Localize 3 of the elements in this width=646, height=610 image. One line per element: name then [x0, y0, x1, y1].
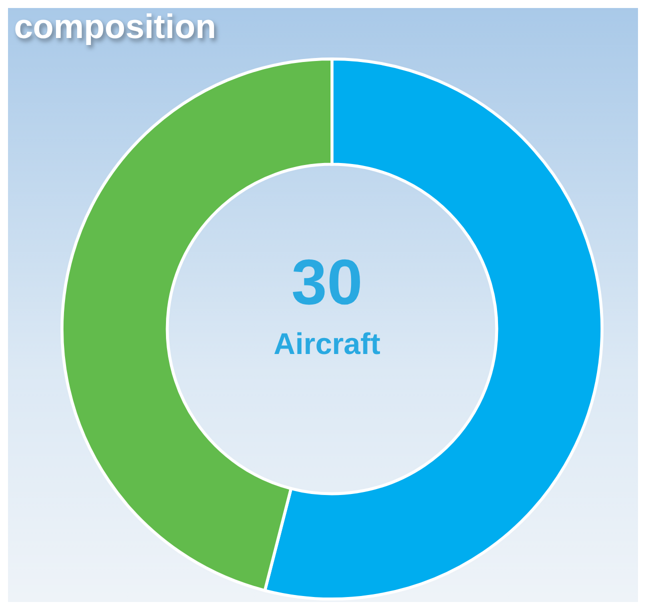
- text: Aircraft: [274, 328, 380, 361]
- text: 30: [291, 246, 363, 318]
- chart-title: composition: [14, 8, 216, 47]
